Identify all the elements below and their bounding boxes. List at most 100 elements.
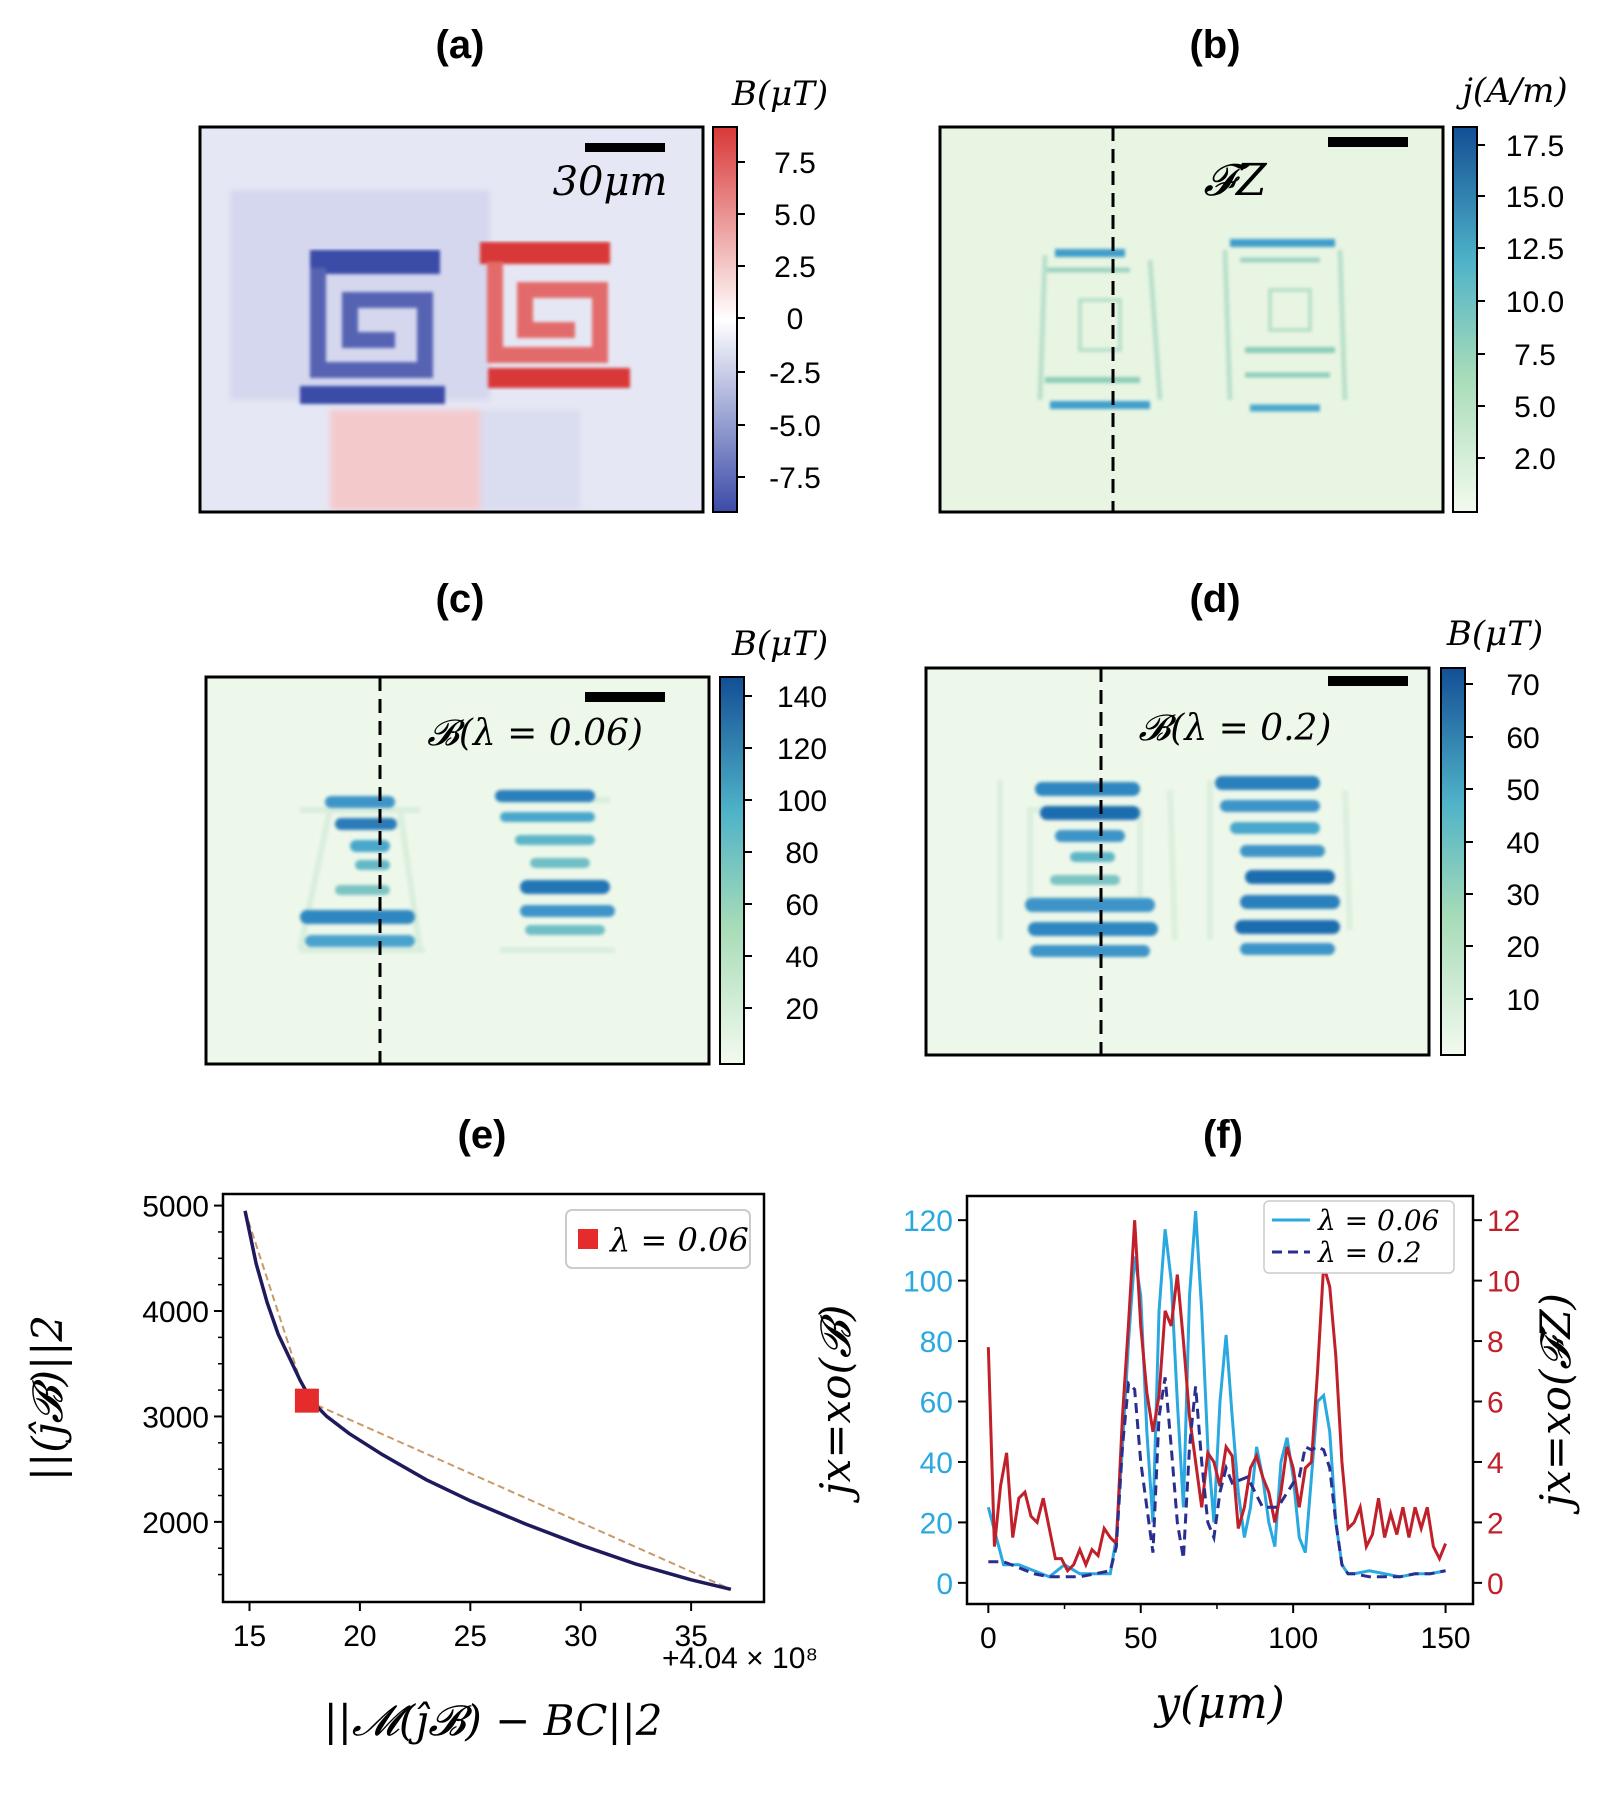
panel-f-plot: 0 50 100 150 0 20 40 60 80 100 120 0 2 4 6 8 10 12 y(μm) jx… <box>811 1200 1580 1729</box>
cbar-tick-label: 40 <box>1506 827 1539 860</box>
y-left-axis-label: jx=xo(𝓑) <box>811 1305 860 1504</box>
x-tick-label: 50 <box>1124 1622 1157 1655</box>
cbar-tick-label: 30 <box>1506 879 1539 912</box>
x-tick-label: 150 <box>1421 1622 1471 1655</box>
panel-b-frame <box>938 125 1445 514</box>
panel-d-title: (d) <box>1189 577 1240 621</box>
panel-a-cbar-label: B(μT) <box>731 74 828 114</box>
cbar-tick-label: 2.0 <box>1514 443 1556 476</box>
y-right-axis-label: jx=xo(𝓕Z) <box>1531 1293 1580 1515</box>
panel-f-data <box>986 1211 1447 1579</box>
chord-line <box>306 1399 732 1591</box>
panel-c-cbar-ticks: 140 120 100 80 60 40 20 <box>744 681 827 1026</box>
cbar-tick-label: 100 <box>777 785 827 818</box>
y-tick-label: 4000 <box>142 1296 209 1329</box>
x-tick-label: 15 <box>233 1620 266 1653</box>
panel-d-frame <box>924 666 1431 1057</box>
panel-b-cbar-label: j(A/m) <box>1455 71 1567 111</box>
y-right-tick-label: 0 <box>1487 1568 1504 1601</box>
y-left-tick-label: 20 <box>920 1507 953 1540</box>
legend-marker <box>578 1229 598 1249</box>
scalebar-label: 30μm <box>553 159 668 205</box>
panel-b-colorbar <box>1452 126 1478 513</box>
panel-d-annotation: 𝓑(λ = 0.2) <box>1139 708 1332 749</box>
panel-c-cbar-label: B(μT) <box>731 624 828 664</box>
panel-a-cbar-ticks: 7.5 5.0 2.5 0 -2.5 -5.0 -7.5 <box>737 147 821 495</box>
cbar-tick-label: 60 <box>1506 722 1539 755</box>
cbar-tick-label: 50 <box>1506 774 1539 807</box>
panel-e-frame <box>221 1192 766 1604</box>
y-left-tick-label: 0 <box>936 1568 953 1601</box>
cbar-tick-label: 12.5 <box>1506 233 1564 266</box>
y-right-tick-label: 2 <box>1487 1507 1504 1540</box>
x-tick-label: 100 <box>1268 1622 1318 1655</box>
panel-a-frame <box>198 125 705 514</box>
x-axis-label: ||𝓜(ĵ𝓑) − BC||2 <box>324 1696 663 1745</box>
y-tick-label: 2000 <box>142 1507 209 1540</box>
panel-e-data <box>243 1210 732 1592</box>
panel-f: (f) 0 50 100 150 0 20 40 60 80 100 120 0 2 4 6 8 10 12 y(μ… <box>811 1113 1580 1729</box>
panel-c-annotation: 𝓑(λ = 0.06) <box>427 713 643 754</box>
y-axis-label: ||(ĵ𝓑)||2 <box>23 1315 72 1481</box>
panel-d-cbar-ticks: 70 60 50 40 30 20 10 <box>1465 669 1540 1017</box>
panel-a-colorbar <box>712 126 738 513</box>
x-offset-label: +4.04 × 10⁸ <box>662 1642 818 1675</box>
x-tick-label: 20 <box>343 1620 376 1653</box>
panel-b-cbar-ticks: 17.5 15.0 12.5 10.0 7.5 5.0 2.0 <box>1477 130 1564 476</box>
cbar-tick-label: 5.0 <box>774 199 816 232</box>
y-left-tick-label: 120 <box>903 1205 953 1238</box>
y-right-tick-label: 8 <box>1487 1326 1504 1359</box>
x-tick-label: 30 <box>564 1620 597 1653</box>
cbar-tick-label: 15.0 <box>1506 181 1564 214</box>
cbar-tick-label: -5.0 <box>769 410 821 443</box>
cbar-tick-label: -2.5 <box>769 357 821 390</box>
series-line <box>988 1377 1446 1579</box>
cbar-tick-label: 7.5 <box>774 147 816 180</box>
l-curve <box>243 1210 732 1592</box>
cbar-tick-label: 7.5 <box>1514 339 1556 372</box>
cbar-tick-label: 70 <box>1506 669 1539 702</box>
panel-e: (e) 15 20 25 30 35 2000 3000 4000 5000 +4.04 × 10… <box>23 1113 818 1745</box>
panel-f-title: (f) <box>1203 1113 1243 1157</box>
x-tick-label: 25 <box>454 1620 487 1653</box>
panel-a-map: 30μm <box>200 127 703 512</box>
cbar-tick-label: 10 <box>1506 984 1539 1017</box>
cbar-tick-label: 140 <box>777 681 827 714</box>
panel-d-map: 𝓑(λ = 0.2) <box>926 668 1429 1055</box>
panel-e-title: (e) <box>458 1113 507 1157</box>
cbar-tick-label: 40 <box>785 941 818 974</box>
y-tick-label: 5000 <box>142 1191 209 1224</box>
x-tick-label: 0 <box>980 1622 997 1655</box>
cbar-tick-label: 17.5 <box>1506 130 1564 163</box>
legend-box <box>565 1209 751 1269</box>
cbar-tick-label: 0 <box>787 303 804 336</box>
y-right-tick-label: 12 <box>1487 1205 1520 1238</box>
panel-c-title: (c) <box>436 577 485 621</box>
y-right-tick-label: 4 <box>1487 1447 1504 1480</box>
panel-f-frame <box>965 1194 1475 1606</box>
cbar-tick-label: 5.0 <box>1514 391 1556 424</box>
cbar-tick-label: 60 <box>785 889 818 922</box>
x-tick-label: 35 <box>674 1620 707 1653</box>
cbar-tick-label: 10.0 <box>1506 286 1564 319</box>
panel-b-annotation: 𝓕Z <box>1203 155 1267 206</box>
panel-e-plot: 15 20 25 30 35 2000 3000 4000 5000 +4.04 × 10⁸ ||𝓜… <box>23 1191 818 1745</box>
cbar-tick-label: 80 <box>785 837 818 870</box>
cbar-tick-label: -7.5 <box>769 462 821 495</box>
panel-c: (c) <box>204 577 828 1066</box>
cbar-tick-label: 2.5 <box>774 251 816 284</box>
panel-d-colorbar <box>1440 667 1466 1056</box>
legend-label: λ = 0.06 <box>608 1221 749 1259</box>
lambda-marker <box>294 1388 319 1413</box>
panel-b: (b) 𝓕Z j(A/m) <box>938 23 1568 514</box>
y-left-tick-label: 40 <box>920 1447 953 1480</box>
cbar-tick-label: 120 <box>777 733 827 766</box>
panel-b-title: (b) <box>1189 23 1240 67</box>
legend-label: λ = 0.06 <box>1317 1204 1439 1237</box>
panel-c-frame <box>204 675 711 1066</box>
panel-a: (a) 30μm B(μT) <box>198 23 828 514</box>
series-line <box>986 1220 1447 1574</box>
y-left-tick-label: 60 <box>920 1387 953 1420</box>
cbar-tick-label: 20 <box>785 993 818 1026</box>
